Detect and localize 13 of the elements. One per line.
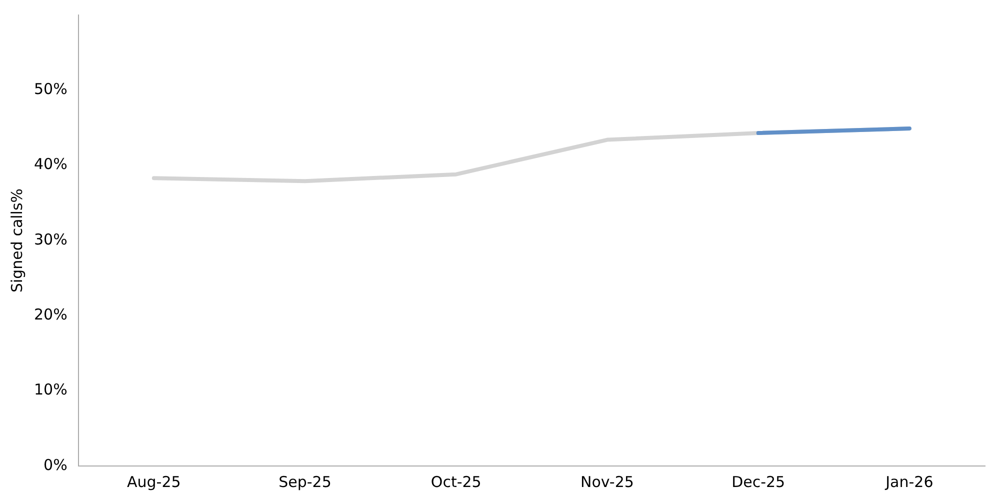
- x-tick-label: Sep-25: [278, 472, 332, 491]
- y-tick-label: 50%: [34, 80, 68, 98]
- y-tick-label: 10%: [34, 380, 68, 399]
- x-tick-label: Nov-25: [580, 472, 634, 491]
- y-tick-label: 40%: [34, 155, 68, 174]
- x-tick-label: Jan-26: [884, 472, 934, 491]
- y-tick-label: 30%: [34, 230, 68, 248]
- y-tick-label: 20%: [34, 306, 68, 324]
- y-tick-label: 0%: [44, 456, 68, 474]
- y-axis-title: Signed calls%: [8, 188, 26, 293]
- x-tick-label: Dec-25: [732, 472, 786, 491]
- x-tick-label: Aug-25: [126, 472, 181, 491]
- x-tick-label: Oct-25: [430, 472, 482, 491]
